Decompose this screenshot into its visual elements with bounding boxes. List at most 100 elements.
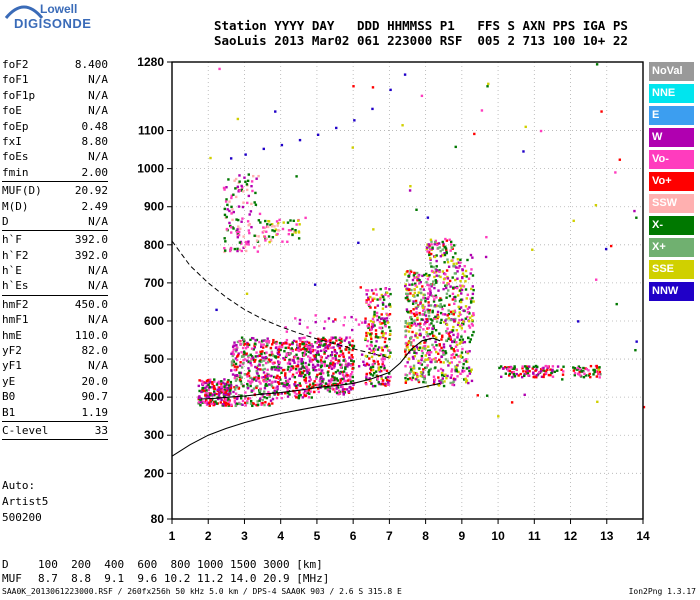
echo-point — [386, 313, 389, 317]
echo-point — [295, 371, 299, 375]
echo-point — [595, 375, 599, 378]
muf-distance-table: D 100 200 400 600 800 1000 1500 3000 [km]… — [2, 558, 329, 586]
echo-point — [445, 296, 448, 299]
echo-point — [507, 374, 511, 377]
echo-point — [223, 207, 226, 211]
echo-point — [427, 275, 431, 278]
echo-point — [209, 398, 213, 401]
echo-point — [404, 287, 408, 291]
echo-point — [447, 282, 450, 286]
echo-point — [238, 174, 241, 177]
echo-point — [266, 343, 269, 347]
echo-point — [442, 343, 446, 346]
echo-point — [199, 401, 203, 404]
echo-point — [452, 265, 455, 268]
echo-point — [322, 378, 325, 381]
echo-point — [265, 351, 268, 354]
echo-point — [235, 358, 239, 362]
echo-point — [429, 367, 433, 371]
echo-point — [271, 236, 275, 239]
echo-point — [205, 392, 208, 396]
echo-point — [302, 369, 306, 373]
param-value: N/A — [88, 104, 108, 118]
echo-point — [239, 189, 243, 192]
echo-point — [380, 375, 383, 378]
echo-point — [277, 221, 280, 225]
echo-point — [201, 383, 205, 386]
echo-point — [265, 345, 268, 348]
echo-point — [245, 352, 248, 355]
echo-point — [200, 399, 203, 403]
echo-point — [322, 372, 325, 375]
echo-point — [272, 362, 275, 365]
echo-point — [365, 363, 369, 366]
echo-point — [260, 360, 263, 364]
echo-point — [206, 382, 210, 385]
echo-point — [450, 340, 454, 344]
echo-point — [301, 372, 305, 375]
echo-point — [537, 372, 540, 376]
echo-point — [420, 318, 423, 321]
echo-point — [468, 340, 472, 344]
echo-point — [234, 369, 237, 372]
echo-point — [421, 305, 424, 308]
param-separator — [2, 230, 108, 232]
echo-point — [316, 359, 319, 363]
echo-point — [435, 259, 438, 263]
echo-point — [307, 368, 311, 371]
param-value: 450.0 — [74, 297, 108, 311]
echo-point — [418, 278, 421, 282]
echo-point — [384, 382, 387, 386]
echo-point — [450, 353, 453, 357]
echo-point — [332, 376, 335, 380]
echo-point — [551, 369, 554, 372]
echo-point — [410, 311, 413, 315]
echo-point — [416, 318, 419, 321]
echo-point — [213, 403, 216, 406]
echo-point — [434, 336, 438, 339]
echo-point — [231, 208, 234, 211]
echo-point — [262, 356, 265, 360]
echo-point — [404, 376, 407, 380]
echo-point — [305, 344, 308, 348]
echo-point — [315, 368, 318, 372]
param-name: yF2 — [2, 344, 22, 358]
echo-point — [335, 339, 338, 342]
echo-point — [351, 339, 354, 343]
echo-point — [449, 243, 453, 246]
echo-point — [209, 156, 212, 160]
echo-point — [306, 391, 309, 394]
echo-point — [245, 359, 249, 362]
echo-point — [315, 375, 318, 379]
echo-point — [223, 246, 226, 250]
echo-point — [352, 85, 355, 88]
echo-point — [436, 313, 439, 317]
echo-point — [367, 303, 370, 307]
echo-point — [254, 403, 258, 407]
echo-point — [333, 383, 337, 387]
echo-point — [546, 366, 549, 369]
echo-point — [595, 364, 598, 368]
echo-point — [536, 365, 539, 369]
echo-point — [416, 375, 419, 379]
echo-point — [262, 226, 265, 229]
echo-point — [585, 367, 589, 371]
echo-point — [547, 373, 551, 377]
echo-point — [383, 345, 386, 349]
echo-point — [219, 401, 223, 404]
echo-point — [247, 361, 250, 364]
echo-point — [286, 382, 289, 385]
echo-point — [457, 261, 460, 264]
echo-point — [274, 356, 278, 359]
echo-point — [207, 394, 210, 397]
echo-point — [418, 313, 422, 316]
echo-point — [220, 380, 223, 383]
param-name: hmF2 — [2, 297, 29, 311]
echo-point — [319, 355, 322, 358]
echo-point — [388, 303, 392, 306]
echo-point — [404, 321, 408, 324]
echo-point — [425, 352, 429, 355]
echo-point — [445, 339, 448, 342]
echo-point — [466, 258, 469, 262]
echo-point — [425, 366, 428, 369]
